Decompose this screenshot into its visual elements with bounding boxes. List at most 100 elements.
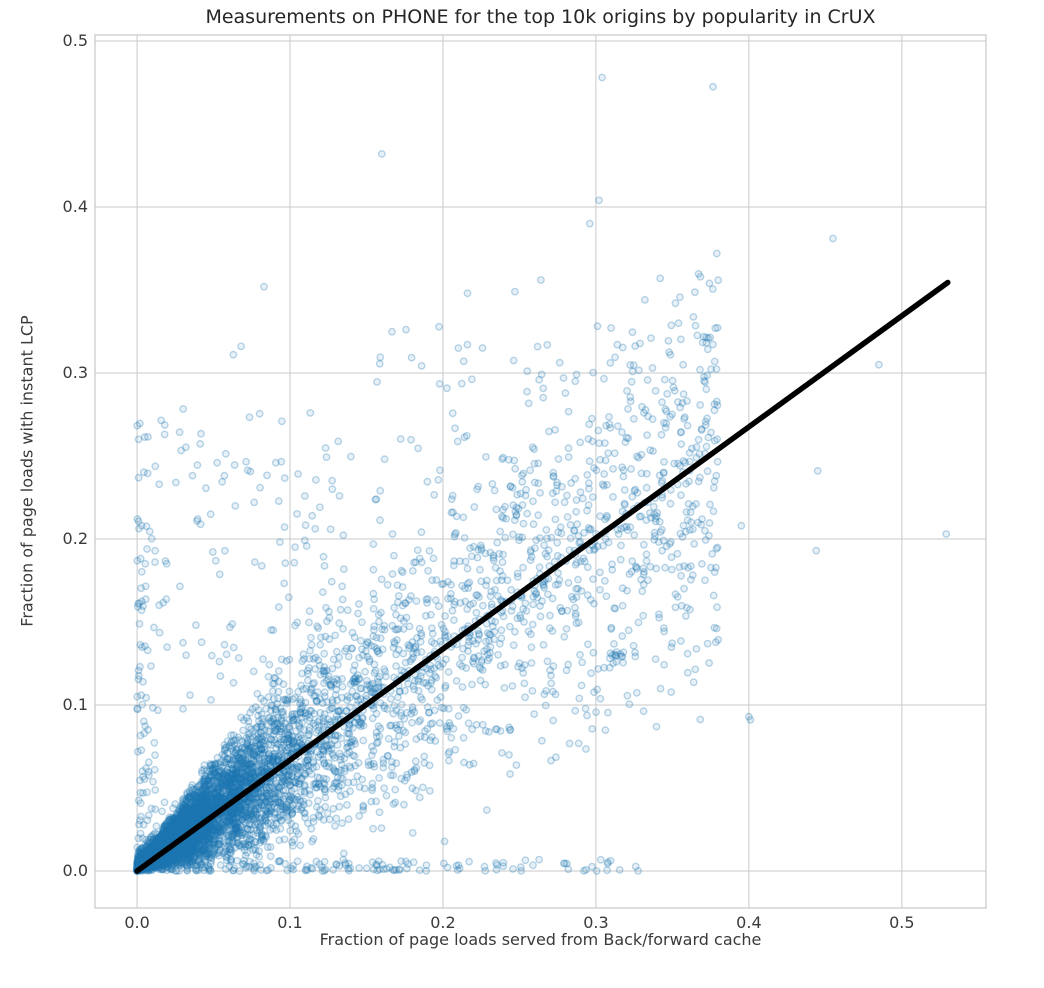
data-point — [189, 803, 198, 812]
data-point — [160, 833, 169, 842]
data-point — [162, 853, 171, 862]
data-point — [174, 827, 183, 836]
data-point — [166, 850, 175, 859]
data-point — [163, 836, 172, 844]
data-point — [185, 811, 194, 819]
data-point — [165, 826, 174, 834]
data-point — [354, 609, 362, 618]
data-point — [388, 570, 397, 578]
data-point — [206, 826, 214, 835]
data-point — [195, 800, 204, 809]
data-point — [164, 852, 172, 861]
data-point — [200, 828, 208, 836]
data-point — [173, 816, 182, 824]
data-point — [152, 836, 161, 845]
data-point — [184, 815, 192, 824]
data-point — [254, 820, 263, 829]
data-point — [154, 860, 163, 869]
data-point — [145, 851, 153, 859]
data-point — [207, 785, 216, 794]
data-point — [199, 803, 208, 812]
data-point — [392, 662, 400, 670]
data-point — [219, 775, 228, 784]
data-point — [251, 789, 260, 798]
data-point — [149, 862, 157, 871]
data-point — [214, 788, 223, 797]
data-point — [307, 641, 316, 649]
data-point — [210, 835, 219, 844]
data-point — [138, 843, 147, 852]
data-point — [286, 826, 295, 835]
data-point — [159, 828, 168, 837]
data-point — [240, 776, 248, 785]
data-point — [330, 678, 338, 687]
data-point — [203, 792, 212, 801]
data-point — [237, 816, 246, 824]
data-point — [157, 838, 166, 846]
data-point — [153, 839, 162, 848]
data-point — [260, 745, 269, 754]
data-point — [244, 755, 253, 763]
data-point — [235, 829, 244, 838]
data-point — [321, 802, 330, 811]
data-point — [154, 841, 163, 850]
data-point — [280, 835, 289, 844]
data-point — [429, 554, 438, 563]
data-point — [168, 865, 177, 874]
data-point — [228, 808, 237, 817]
data-point — [153, 843, 162, 852]
data-point — [229, 808, 238, 816]
data-point — [369, 540, 378, 548]
data-point — [175, 846, 184, 854]
data-point — [399, 800, 408, 809]
data-point — [546, 611, 554, 620]
data-point — [171, 848, 180, 856]
data-point — [167, 830, 176, 838]
data-point — [296, 841, 305, 850]
data-point — [162, 838, 171, 846]
data-point — [293, 770, 302, 778]
data-point — [159, 838, 168, 847]
data-point — [332, 685, 341, 694]
data-point — [279, 707, 287, 716]
gridlines — [95, 35, 986, 908]
data-point — [205, 805, 214, 814]
data-point — [388, 530, 397, 538]
data-point — [180, 813, 189, 822]
data-point — [184, 814, 193, 822]
data-point — [207, 854, 216, 863]
data-point — [146, 845, 155, 853]
data-point — [219, 771, 228, 780]
data-point — [179, 820, 188, 829]
data-point — [179, 843, 188, 851]
data-point — [163, 833, 171, 842]
data-point — [357, 618, 366, 627]
data-point — [247, 839, 256, 848]
data-point — [237, 823, 246, 831]
data-point — [235, 784, 244, 793]
data-point — [137, 844, 146, 853]
data-point — [321, 632, 330, 641]
data-point — [178, 809, 187, 817]
data-point — [279, 680, 288, 689]
data-point — [175, 826, 184, 835]
data-point — [383, 580, 392, 589]
data-point — [356, 636, 365, 645]
data-point — [165, 835, 174, 844]
data-point — [223, 778, 232, 787]
data-point — [178, 820, 187, 829]
data-point — [497, 626, 506, 635]
data-point — [164, 831, 173, 840]
data-point — [195, 791, 204, 800]
data-point — [158, 857, 167, 865]
data-point — [162, 832, 171, 841]
data-point — [293, 772, 302, 781]
data-point — [235, 757, 243, 765]
data-point — [170, 833, 179, 842]
data-point — [200, 765, 209, 774]
data-point — [183, 820, 192, 829]
data-point — [266, 843, 275, 851]
data-point — [162, 825, 171, 834]
data-point — [361, 647, 370, 656]
data-point — [210, 831, 219, 840]
